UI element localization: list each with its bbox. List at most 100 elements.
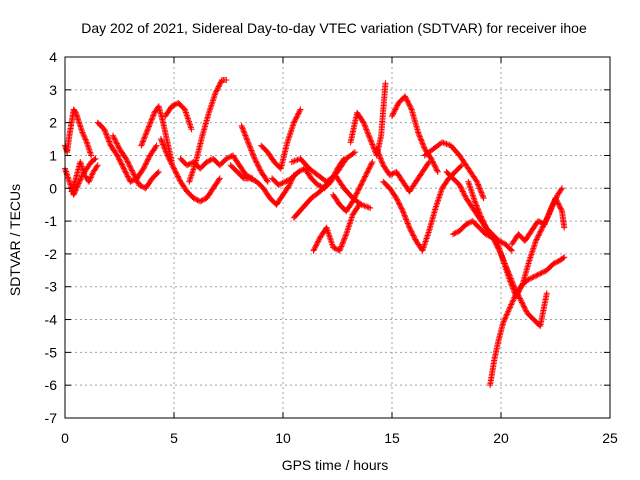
data-point-fill bbox=[143, 159, 150, 166]
data-point-fill bbox=[555, 201, 562, 208]
data-point-fill bbox=[459, 188, 466, 195]
y-tick-label: 3 bbox=[49, 82, 57, 98]
data-point-fill bbox=[393, 103, 400, 110]
data-point-fill bbox=[168, 160, 175, 167]
data-point-fill bbox=[364, 169, 371, 176]
data-point-fill bbox=[521, 304, 528, 311]
data-point-fill bbox=[283, 178, 290, 185]
data-point-fill bbox=[522, 307, 529, 314]
data-point-fill bbox=[528, 275, 535, 282]
data-point-fill bbox=[186, 160, 193, 167]
data-point-fill bbox=[352, 193, 359, 200]
data-point-fill bbox=[314, 239, 321, 246]
data-point-fill bbox=[477, 213, 484, 220]
data-point-fill bbox=[254, 160, 261, 167]
data-point-fill bbox=[527, 254, 534, 261]
data-point-fill bbox=[141, 135, 148, 142]
data-point-fill bbox=[400, 209, 407, 216]
data-point-fill bbox=[316, 182, 323, 189]
y-tick-label: -4 bbox=[45, 312, 58, 328]
data-point-fill bbox=[110, 134, 117, 141]
data-point bbox=[286, 181, 293, 188]
data-point-fill bbox=[130, 171, 137, 178]
data-point-fill bbox=[161, 144, 168, 151]
data-point bbox=[264, 178, 271, 185]
data-point-fill bbox=[344, 226, 351, 233]
data-point-fill bbox=[429, 158, 436, 165]
data-point bbox=[184, 162, 191, 169]
data-point-fill bbox=[530, 245, 537, 252]
data-point-fill bbox=[365, 204, 372, 211]
data-series bbox=[62, 76, 568, 389]
data-point-fill bbox=[206, 106, 213, 113]
data-point-fill bbox=[402, 94, 409, 101]
x-tick-label: 15 bbox=[384, 430, 400, 446]
data-point-fill bbox=[142, 161, 149, 168]
data-point-fill bbox=[290, 158, 297, 165]
data-point bbox=[506, 277, 513, 284]
data-point bbox=[88, 152, 95, 159]
data-point-fill bbox=[143, 128, 150, 135]
data-point-fill bbox=[328, 239, 335, 246]
data-point bbox=[123, 155, 130, 162]
data-point-fill bbox=[402, 213, 409, 220]
data-point bbox=[517, 296, 524, 303]
data-point-fill bbox=[133, 176, 140, 183]
data-point-fill bbox=[141, 162, 148, 169]
data-point-fill bbox=[165, 153, 172, 160]
data-point-fill bbox=[116, 157, 123, 164]
data-point-fill bbox=[80, 130, 87, 137]
data-point-fill bbox=[520, 302, 527, 309]
data-point-fill bbox=[105, 135, 112, 142]
data-point-fill bbox=[161, 145, 168, 152]
data-point-fill bbox=[87, 175, 94, 182]
data-point-fill bbox=[536, 229, 543, 236]
data-point-fill bbox=[431, 162, 438, 169]
data-point-fill bbox=[209, 99, 216, 106]
data-point-fill bbox=[534, 235, 541, 242]
data-point-fill bbox=[80, 132, 87, 139]
data-point-fill bbox=[187, 124, 194, 131]
data-point-fill bbox=[294, 113, 301, 120]
data-point-fill bbox=[480, 193, 487, 200]
data-point-fill bbox=[214, 86, 221, 93]
data-point-fill bbox=[505, 307, 512, 314]
data-point-fill bbox=[345, 225, 352, 232]
data-point-fill bbox=[186, 120, 193, 127]
data-point-fill bbox=[553, 194, 560, 201]
data-point-fill bbox=[418, 137, 425, 144]
data-point-fill bbox=[537, 219, 544, 226]
data-point-fill bbox=[477, 188, 484, 195]
data-point-fill bbox=[149, 113, 156, 120]
data-point-fill bbox=[507, 246, 514, 253]
data-point-fill bbox=[210, 94, 217, 101]
data-point-fill bbox=[78, 174, 85, 181]
data-point-fill bbox=[114, 153, 121, 160]
data-point-fill bbox=[505, 308, 512, 315]
data-point-fill bbox=[560, 255, 567, 262]
data-point-fill bbox=[361, 174, 368, 181]
data-point-fill bbox=[77, 176, 84, 183]
data-point bbox=[367, 136, 374, 143]
data-point-fill bbox=[408, 228, 415, 235]
data-point bbox=[360, 119, 367, 126]
x-tick-label: 20 bbox=[493, 430, 509, 446]
data-point-fill bbox=[444, 141, 451, 148]
data-point-fill bbox=[311, 246, 318, 253]
data-point-fill bbox=[242, 133, 249, 140]
y-axis-label: SDTVAR / TECUs bbox=[7, 184, 23, 296]
data-point bbox=[541, 221, 548, 228]
data-point-fill bbox=[471, 196, 478, 203]
series-track-i bbox=[186, 76, 230, 185]
data-point-fill bbox=[338, 243, 345, 250]
data-point-fill bbox=[474, 205, 481, 212]
data-point-fill bbox=[169, 162, 176, 169]
data-point-fill bbox=[437, 191, 444, 198]
data-point-fill bbox=[362, 203, 369, 210]
data-point-fill bbox=[344, 228, 351, 235]
data-point-fill bbox=[183, 111, 190, 118]
series-track-z bbox=[465, 178, 550, 330]
data-point bbox=[336, 247, 343, 254]
data-point-fill bbox=[475, 207, 482, 214]
data-point-fill bbox=[354, 189, 361, 196]
